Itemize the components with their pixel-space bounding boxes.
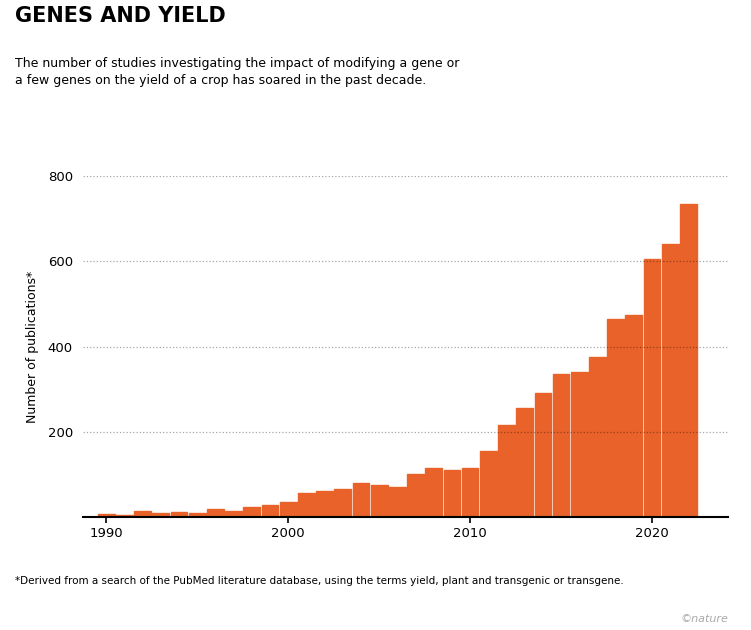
Bar: [134, 511, 151, 517]
Bar: [98, 515, 115, 517]
Bar: [353, 483, 369, 517]
Bar: [170, 512, 188, 517]
Text: The number of studies investigating the impact of modifying a gene or
a few gene: The number of studies investigating the …: [15, 57, 460, 87]
Bar: [116, 515, 133, 517]
Bar: [298, 493, 315, 517]
Text: *Derived from a search of the PubMed literature database, using the terms yield,: *Derived from a search of the PubMed lit…: [15, 576, 624, 587]
Bar: [535, 393, 551, 517]
Bar: [498, 425, 515, 517]
Bar: [462, 467, 478, 517]
Bar: [626, 314, 642, 517]
Bar: [316, 491, 333, 517]
Bar: [389, 487, 406, 517]
Bar: [662, 244, 679, 517]
Bar: [207, 508, 224, 517]
Bar: [644, 260, 660, 517]
Bar: [243, 507, 260, 517]
Bar: [480, 450, 496, 517]
Bar: [407, 474, 424, 517]
Bar: [371, 484, 388, 517]
Bar: [425, 467, 442, 517]
Text: ©nature: ©nature: [680, 614, 728, 624]
Y-axis label: Number of publications*: Number of publications*: [26, 270, 39, 423]
Bar: [571, 372, 587, 517]
Bar: [261, 505, 279, 517]
Bar: [553, 374, 569, 517]
Bar: [152, 513, 169, 517]
Bar: [589, 357, 606, 517]
Bar: [444, 470, 460, 517]
Bar: [225, 511, 242, 517]
Bar: [334, 489, 351, 517]
Bar: [680, 204, 697, 517]
Bar: [608, 319, 624, 517]
Bar: [280, 501, 297, 517]
Bar: [189, 513, 206, 517]
Bar: [517, 408, 533, 517]
Text: GENES AND YIELD: GENES AND YIELD: [15, 6, 226, 26]
